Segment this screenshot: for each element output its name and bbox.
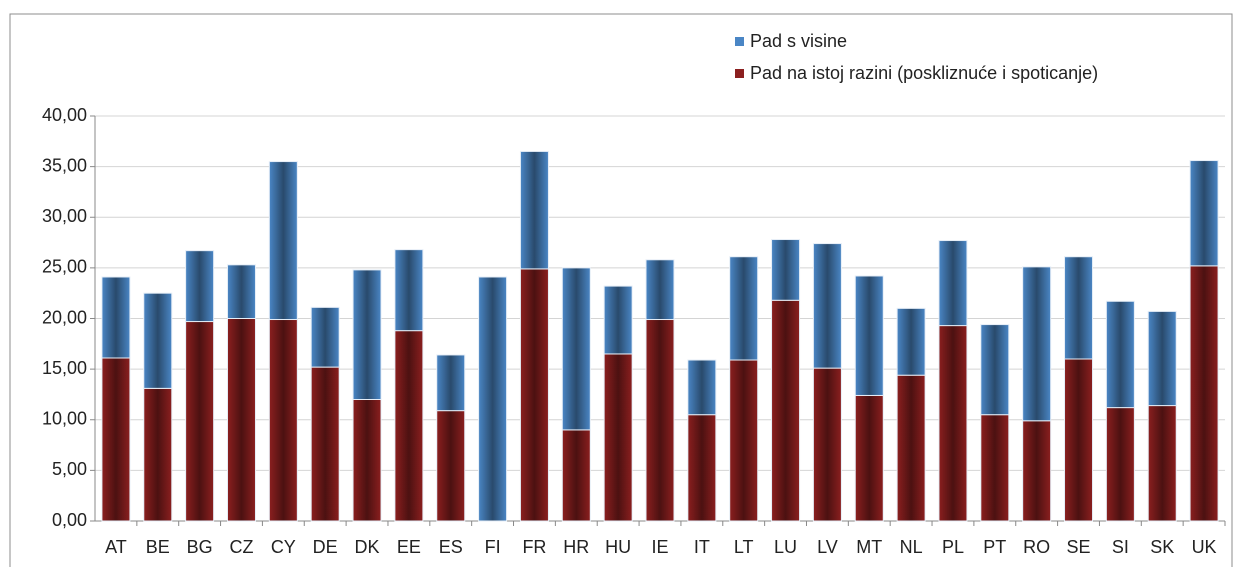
y-tick-label: 10,00 xyxy=(42,409,87,429)
bar-segment xyxy=(1147,405,1177,522)
x-tick-label: FR xyxy=(522,537,546,557)
bar-segment xyxy=(854,394,884,522)
bar-segment xyxy=(771,239,801,301)
x-tick-label: EE xyxy=(397,537,421,557)
x-tick-label: CZ xyxy=(229,537,253,557)
legend-label: Pad na istoj razini (poskliznuće i spoti… xyxy=(750,63,1098,83)
bar-segment xyxy=(812,243,842,369)
x-tick-label: FI xyxy=(485,537,501,557)
bar-segment xyxy=(1022,266,1052,422)
x-tick-label: HU xyxy=(605,537,631,557)
bar-segment xyxy=(561,267,591,431)
x-tick-label: IE xyxy=(651,537,668,557)
bar-segment xyxy=(1064,256,1094,360)
bar-segment xyxy=(310,306,340,368)
bar-segment xyxy=(1022,420,1052,522)
bar-segment xyxy=(1105,300,1135,409)
bar-segment xyxy=(226,264,256,319)
y-tick-label: 30,00 xyxy=(42,206,87,226)
bar-segment xyxy=(896,307,926,376)
x-tick-label: PT xyxy=(983,537,1006,557)
bar-segment xyxy=(352,269,382,400)
legend-swatch xyxy=(735,69,744,78)
bar-segment xyxy=(519,268,549,522)
x-tick-label: BE xyxy=(146,537,170,557)
x-tick-label: LV xyxy=(817,537,838,557)
x-tick-label: AT xyxy=(105,537,127,557)
x-tick-label: UK xyxy=(1192,537,1217,557)
y-tick-label: 5,00 xyxy=(52,459,87,479)
bar-segment xyxy=(645,259,675,321)
bar-segment xyxy=(812,367,842,522)
bar-segment xyxy=(980,324,1010,416)
bar-segment xyxy=(101,276,131,359)
legend-label: Pad s visine xyxy=(750,31,847,51)
bar-segment xyxy=(519,150,549,270)
bar-segment xyxy=(980,414,1010,522)
x-tick-label: SI xyxy=(1112,537,1129,557)
chart-border xyxy=(9,13,1233,567)
bar-segment xyxy=(729,359,759,522)
x-tick-label: PL xyxy=(942,537,964,557)
y-tick-label: 35,00 xyxy=(42,155,87,175)
bar-segment xyxy=(1189,265,1219,522)
x-tick-label: RO xyxy=(1023,537,1050,557)
y-tick-label: 0,00 xyxy=(52,510,87,530)
bar-segment xyxy=(645,319,675,522)
y-tick-label: 25,00 xyxy=(42,257,87,277)
x-tick-label: DK xyxy=(355,537,380,557)
bar-segment xyxy=(268,319,298,522)
bar-segment xyxy=(1147,310,1177,407)
x-tick-label: SE xyxy=(1067,537,1091,557)
bar-segment xyxy=(352,399,382,522)
bar-segment xyxy=(394,330,424,522)
bar-segment xyxy=(268,161,298,321)
bar-segment xyxy=(938,240,968,327)
y-tick-label: 15,00 xyxy=(42,358,87,378)
bar-segment xyxy=(729,256,759,361)
bar-segment xyxy=(603,285,633,355)
bar-segment xyxy=(561,429,591,522)
bar-segment xyxy=(185,321,215,522)
bar-segment xyxy=(771,299,801,522)
x-tick-label: HR xyxy=(563,537,589,557)
bar-segment xyxy=(185,250,215,323)
bar-segment xyxy=(1064,358,1094,522)
bar-segment xyxy=(143,387,173,522)
bar-segment xyxy=(436,410,466,522)
bar-segment xyxy=(687,359,717,416)
bar-segment xyxy=(1105,407,1135,522)
bar-segment xyxy=(143,292,173,389)
bar-segment xyxy=(478,276,508,522)
x-tick-label: CY xyxy=(271,537,296,557)
x-tick-label: LT xyxy=(734,537,754,557)
x-tick-label: ES xyxy=(439,537,463,557)
bar-segment xyxy=(1189,160,1219,267)
bar-segment xyxy=(687,414,717,522)
x-tick-label: SK xyxy=(1150,537,1174,557)
bar-segment xyxy=(938,325,968,522)
bar-segment xyxy=(226,318,256,522)
x-tick-label: LU xyxy=(774,537,797,557)
legend-swatch xyxy=(735,37,744,46)
bar-segment xyxy=(603,353,633,522)
x-tick-label: NL xyxy=(900,537,923,557)
x-tick-label: IT xyxy=(694,537,710,557)
bar-segment xyxy=(436,354,466,412)
bar-segment xyxy=(394,249,424,332)
bar-segment xyxy=(896,374,926,522)
y-tick-label: 40,00 xyxy=(42,105,87,125)
bar-segment xyxy=(854,275,884,396)
bar-segment xyxy=(101,357,131,522)
bar-segment xyxy=(310,366,340,522)
x-tick-label: DE xyxy=(313,537,338,557)
y-tick-label: 20,00 xyxy=(42,307,87,327)
x-tick-label: BG xyxy=(187,537,213,557)
x-tick-label: MT xyxy=(856,537,882,557)
